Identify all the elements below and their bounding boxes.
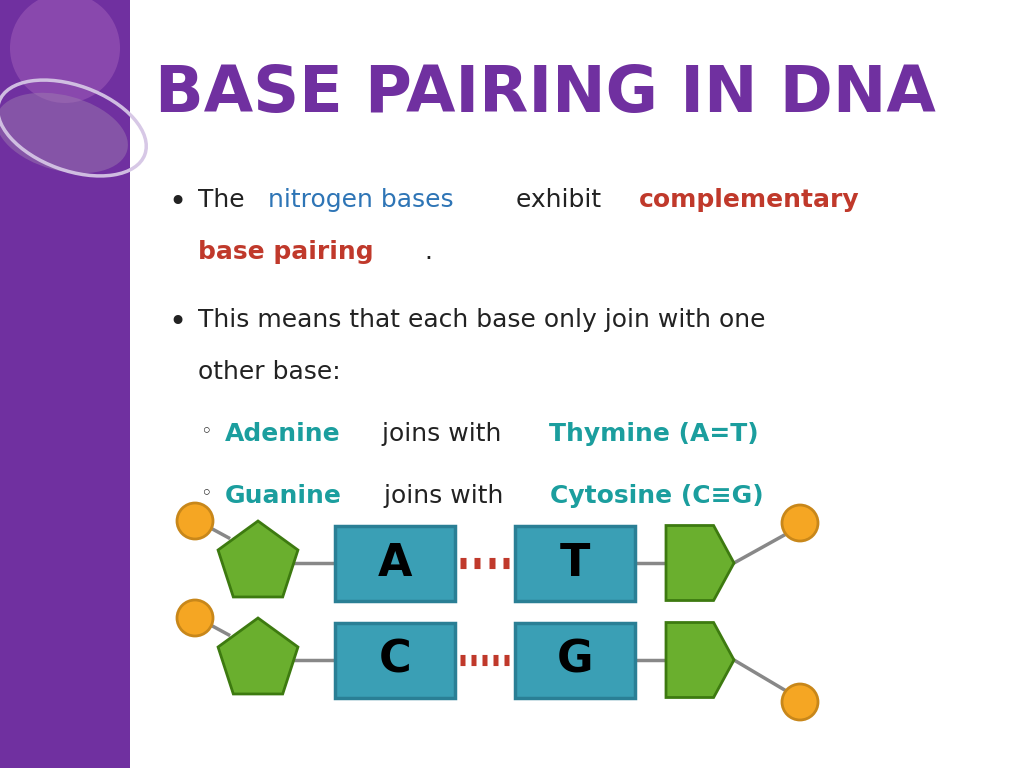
Text: complementary: complementary — [639, 188, 859, 212]
Text: ◦: ◦ — [200, 484, 212, 503]
Circle shape — [177, 503, 213, 539]
Circle shape — [177, 600, 213, 636]
Text: •: • — [168, 188, 186, 217]
Text: base pairing: base pairing — [198, 240, 374, 264]
Text: G: G — [557, 638, 593, 681]
Polygon shape — [218, 521, 298, 597]
Text: The: The — [198, 188, 253, 212]
Text: T: T — [560, 541, 590, 584]
Text: ◦: ◦ — [200, 422, 212, 441]
Text: other base:: other base: — [198, 360, 341, 384]
Text: Guanine: Guanine — [225, 484, 342, 508]
Text: This means that each base only join with one: This means that each base only join with… — [198, 308, 766, 332]
Polygon shape — [666, 623, 734, 697]
Ellipse shape — [10, 0, 120, 103]
Text: •: • — [168, 308, 186, 337]
Text: Adenine: Adenine — [225, 422, 341, 446]
Text: exhibit: exhibit — [508, 188, 609, 212]
FancyBboxPatch shape — [515, 525, 635, 601]
Polygon shape — [218, 618, 298, 694]
Ellipse shape — [0, 93, 128, 174]
Text: Thymine (A=T): Thymine (A=T) — [549, 422, 759, 446]
Bar — [0, 0, 130, 768]
Text: joins with: joins with — [374, 422, 510, 446]
Text: .: . — [425, 240, 432, 264]
FancyBboxPatch shape — [515, 623, 635, 697]
Text: joins with: joins with — [376, 484, 511, 508]
Circle shape — [782, 684, 818, 720]
Text: nitrogen bases: nitrogen bases — [268, 188, 454, 212]
Text: BASE PAIRING IN DNA: BASE PAIRING IN DNA — [155, 63, 936, 125]
FancyBboxPatch shape — [335, 525, 455, 601]
Text: Cytosine (C≡G): Cytosine (C≡G) — [551, 484, 764, 508]
Text: A: A — [378, 541, 413, 584]
Polygon shape — [666, 525, 734, 601]
Text: C: C — [379, 638, 412, 681]
FancyBboxPatch shape — [335, 623, 455, 697]
Circle shape — [782, 505, 818, 541]
